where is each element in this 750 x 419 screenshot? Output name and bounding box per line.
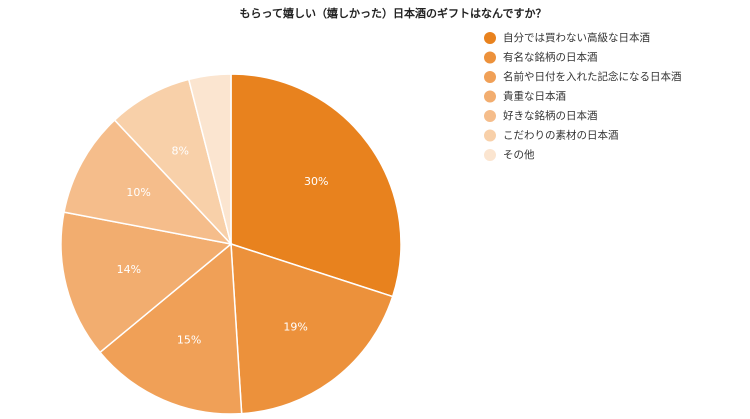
legend-label: 有名な銘柄の日本酒 <box>503 51 598 64</box>
slice-label: 8% <box>171 145 188 158</box>
legend-swatch <box>484 32 496 44</box>
legend-label: その他 <box>503 148 535 161</box>
slice-label: 30% <box>304 175 328 188</box>
legend-label: 貴重な日本酒 <box>503 90 566 103</box>
legend-swatch <box>484 90 496 103</box>
legend-label: 名前や日付を入れた記念になる日本酒 <box>503 70 682 83</box>
slice-label: 19% <box>283 320 307 333</box>
slice-label: 15% <box>177 334 201 347</box>
legend-label: こだわりの素材の日本酒 <box>503 129 619 142</box>
pie-slice <box>230 242 394 415</box>
slice-label: 10% <box>126 186 150 199</box>
legend-label: 好きな銘柄の日本酒 <box>503 109 598 122</box>
pie-slice <box>230 73 402 298</box>
legend-swatch <box>484 149 496 161</box>
legend-swatch <box>484 110 496 122</box>
legend-swatch <box>484 71 496 83</box>
chart-title: もらって嬉しい（嬉しかった）日本酒のギフトはなんですか？ <box>240 6 547 20</box>
legend-swatch <box>484 129 496 142</box>
pie-slice <box>187 73 232 245</box>
legend-swatch <box>484 51 496 64</box>
pie-slice <box>63 119 234 246</box>
pie-slice <box>60 211 233 354</box>
slice-label: 14% <box>117 263 141 276</box>
legend-label: 自分では買わない高級な日本酒 <box>503 31 650 44</box>
pie-slice <box>98 242 243 415</box>
